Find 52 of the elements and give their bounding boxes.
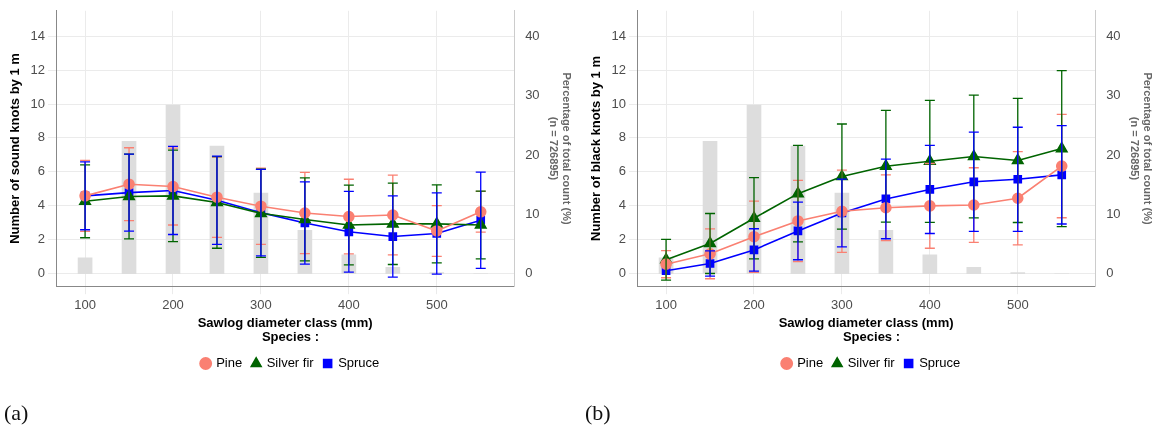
y-tick-label: 2 <box>37 231 46 247</box>
text: (b) <box>585 400 611 426</box>
x-tick-label: 100 <box>74 296 96 312</box>
y2-tick-label: 10 <box>1106 205 1121 221</box>
y-tick-label: 10 <box>611 95 627 111</box>
y-tick-label: 14 <box>30 27 46 43</box>
y-tick-label: 4 <box>37 197 46 213</box>
y-tick-label: 8 <box>37 129 46 145</box>
y-axis-title: Number of sound knots by 1 m <box>7 53 23 244</box>
y2-tick-label: 30 <box>1106 87 1121 103</box>
x-tick-label: 500 <box>425 296 448 312</box>
x-tick-label: 400 <box>337 296 360 312</box>
y-tick-label: 8 <box>618 129 627 145</box>
y2-tick-label: 10 <box>525 205 540 221</box>
y-tick-label: 12 <box>30 61 46 77</box>
x-tick-label: 400 <box>918 296 941 312</box>
y-axis-title: Number of black knots by 1 m <box>588 56 604 241</box>
x-axis-title: Sawlog diameter class (mm) <box>197 315 373 331</box>
y2-tick-label: 0 <box>525 265 533 281</box>
y-tick-label: 0 <box>618 265 627 281</box>
legend-label: Pine <box>797 355 824 371</box>
y-tick-label: 6 <box>37 163 46 179</box>
y2-tick-label: 40 <box>525 27 540 43</box>
legend-label: Spruce <box>919 355 961 371</box>
y-tick-label: 14 <box>611 27 627 43</box>
y-tick-label: 0 <box>37 265 46 281</box>
legend-label: Spruce <box>338 355 380 371</box>
y-tick-label: 12 <box>611 61 627 77</box>
y2-tick-label: 20 <box>525 146 540 162</box>
y-tick-label: 4 <box>618 197 627 213</box>
x-tick-label: 100 <box>655 296 677 312</box>
y2-tick-label: 30 <box>525 87 540 103</box>
x-tick-label: 200 <box>743 296 765 312</box>
legend-label: Silver fir <box>266 355 315 371</box>
x-axis-title: Sawlog diameter class (mm) <box>778 315 954 331</box>
x-tick-label: 200 <box>162 296 184 312</box>
y2-tick-label: 40 <box>1106 27 1121 43</box>
y-tick-label: 10 <box>30 95 46 111</box>
text: (a) <box>4 400 29 426</box>
y2-tick-label: 0 <box>1106 265 1114 281</box>
x-tick-label: 300 <box>831 296 853 312</box>
y2-axis-title: Percentage of total count (%) (n = 726895) <box>1129 72 1155 225</box>
y-tick-label: 6 <box>618 163 627 179</box>
y2-tick-label: 20 <box>1106 146 1121 162</box>
legend-title: Species : <box>842 329 901 345</box>
y-tick-label: 2 <box>618 231 627 247</box>
x-tick-label: 500 <box>1006 296 1029 312</box>
x-tick-label: 300 <box>250 296 272 312</box>
legend-label: Silver fir <box>847 355 896 371</box>
y2-axis-title: Percentage of total count (%) (n = 726895) <box>548 72 574 225</box>
legend-title: Species : <box>261 329 320 345</box>
legend-label: Pine <box>216 355 243 371</box>
